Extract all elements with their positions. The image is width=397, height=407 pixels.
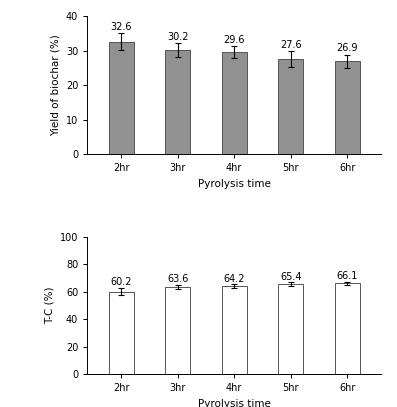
Y-axis label: T-C (%): T-C (%) — [44, 287, 54, 324]
Bar — [165, 287, 191, 374]
Bar — [222, 52, 247, 154]
X-axis label: Pyrolysis time: Pyrolysis time — [198, 179, 271, 188]
Y-axis label: Yield of biochar (%): Yield of biochar (%) — [50, 34, 60, 136]
Text: 64.2: 64.2 — [224, 274, 245, 284]
Bar — [108, 42, 134, 154]
Bar — [278, 284, 303, 374]
Bar — [108, 291, 134, 374]
Text: 65.4: 65.4 — [280, 271, 301, 282]
Bar — [278, 59, 303, 154]
Text: 26.9: 26.9 — [337, 44, 358, 53]
Text: 27.6: 27.6 — [280, 40, 302, 50]
Text: 29.6: 29.6 — [224, 35, 245, 45]
Text: 30.2: 30.2 — [167, 32, 189, 42]
X-axis label: Pyrolysis time: Pyrolysis time — [198, 399, 271, 407]
Bar — [335, 61, 360, 154]
Text: 32.6: 32.6 — [110, 22, 132, 32]
Bar — [222, 286, 247, 374]
Text: 63.6: 63.6 — [167, 274, 189, 284]
Text: 66.1: 66.1 — [337, 271, 358, 281]
Bar — [165, 50, 191, 154]
Bar — [335, 283, 360, 374]
Text: 60.2: 60.2 — [110, 277, 132, 287]
